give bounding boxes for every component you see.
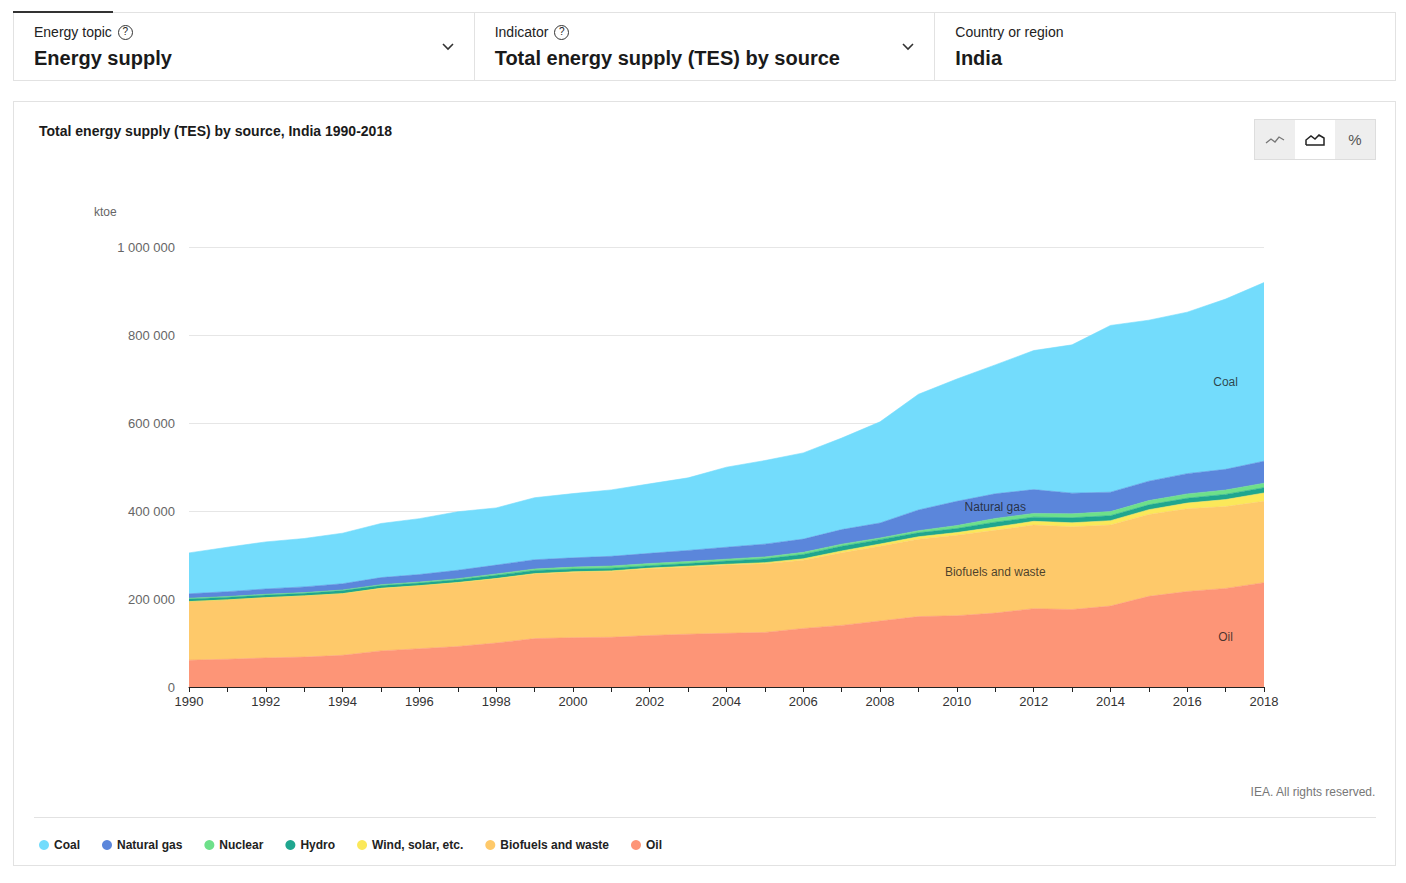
html-text:India: India xyxy=(955,47,1002,69)
svg-text:Oil: Oil xyxy=(646,838,662,852)
svg-text:2000: 2000 xyxy=(558,694,587,709)
svg-text:1996: 1996 xyxy=(405,694,434,709)
svg-text:Biofuels and waste: Biofuels and waste xyxy=(945,565,1046,579)
svg-text:2016: 2016 xyxy=(1173,694,1202,709)
svg-text:400 000: 400 000 xyxy=(128,504,175,519)
svg-text:1 000 000: 1 000 000 xyxy=(117,240,175,255)
svg-text:Total energy supply (TES) by s: Total energy supply (TES) by source, Ind… xyxy=(39,123,392,139)
svg-text:IEA. All rights reserved.: IEA. All rights reserved. xyxy=(1251,785,1376,799)
svg-text:2018: 2018 xyxy=(1250,694,1279,709)
svg-text:1998: 1998 xyxy=(482,694,511,709)
svg-text:1992: 1992 xyxy=(251,694,280,709)
html-text:Energy supply: Energy supply xyxy=(34,47,172,69)
svg-text:600 000: 600 000 xyxy=(128,416,175,431)
svg-text:2008: 2008 xyxy=(866,694,895,709)
svg-text:0: 0 xyxy=(168,680,175,695)
svg-text:Nuclear: Nuclear xyxy=(219,838,263,852)
svg-text:Hydro: Hydro xyxy=(300,838,335,852)
svg-text:1994: 1994 xyxy=(328,694,357,709)
svg-text:2014: 2014 xyxy=(1096,694,1125,709)
svg-text:Natural gas: Natural gas xyxy=(965,500,1026,514)
svg-text:Biofuels and waste: Biofuels and waste xyxy=(500,838,609,852)
svg-text:Coal: Coal xyxy=(1213,375,1238,389)
svg-text:2006: 2006 xyxy=(789,694,818,709)
svg-text:Coal: Coal xyxy=(54,838,80,852)
svg-text:Oil: Oil xyxy=(1218,630,1233,644)
html-text:Energy topic: Energy topic xyxy=(34,24,112,40)
svg-text:ktoe: ktoe xyxy=(94,205,117,219)
svg-text:200 000: 200 000 xyxy=(128,592,175,607)
svg-text:1990: 1990 xyxy=(175,694,204,709)
svg-text:800 000: 800 000 xyxy=(128,328,175,343)
html-text:Indicator: Indicator xyxy=(494,24,549,40)
svg-text:2002: 2002 xyxy=(635,694,664,709)
svg-text:2012: 2012 xyxy=(1019,694,1048,709)
svg-text:2010: 2010 xyxy=(942,694,971,709)
html-text:Country or region: Country or region xyxy=(955,24,1064,40)
svg-text:2004: 2004 xyxy=(712,694,741,709)
html-text:Total energy supply (TES) by s: Total energy supply (TES) by source xyxy=(494,47,840,69)
svg-text:Natural gas: Natural gas xyxy=(117,838,183,852)
svg-text:Wind, solar, etc.: Wind, solar, etc. xyxy=(372,838,463,852)
